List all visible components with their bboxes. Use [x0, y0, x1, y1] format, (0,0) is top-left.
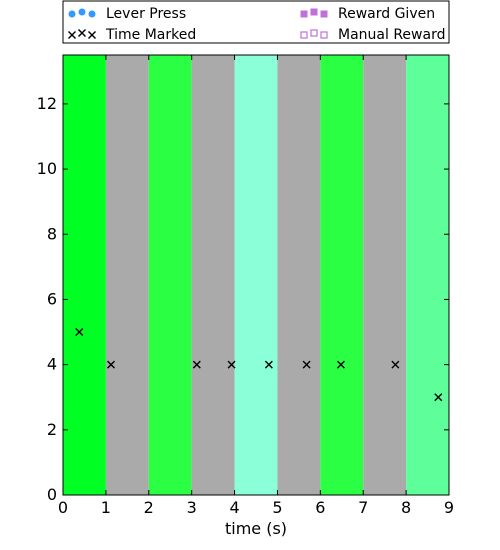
legend-marker-icon: [310, 29, 318, 37]
band-8: [406, 55, 449, 495]
x-tick-label: 8: [401, 498, 411, 517]
x-tick-label: 4: [229, 498, 239, 517]
legend-entry: Manual Reward: [300, 27, 445, 43]
point-x-3: [227, 360, 236, 369]
x-tick-label: 7: [358, 498, 368, 517]
point-x-0: [75, 328, 84, 337]
legend-box: [62, 0, 450, 44]
point-x-1: [107, 360, 116, 369]
point-x-7: [391, 360, 400, 369]
x-tick-label: 1: [101, 498, 111, 517]
legend-label: Time Marked: [105, 27, 196, 43]
legend-marker-icon: [310, 8, 318, 16]
x-tick-label: 6: [315, 498, 325, 517]
x-tick-label: 9: [444, 498, 454, 517]
legend: Lever Press Time Marked Reward Given Manual…: [62, 0, 450, 44]
x-tick-label: 5: [272, 498, 282, 517]
y-tick-label: 4: [47, 355, 57, 374]
band-0: [63, 55, 106, 495]
band-5: [277, 55, 321, 495]
point-x-5: [302, 360, 311, 369]
band-2: [148, 55, 192, 495]
y-tick-label: 0: [47, 485, 57, 504]
band-3: [191, 55, 235, 495]
data-markers: [75, 328, 443, 402]
band-6: [320, 55, 364, 495]
background-bands: [63, 55, 449, 495]
y-tick-label: 6: [47, 289, 57, 308]
band-4: [234, 55, 278, 495]
x-axis-label: time (s): [225, 519, 287, 538]
legend-entry: Reward Given: [300, 6, 435, 22]
point-x-6: [336, 360, 345, 369]
y-tick-label: 12: [37, 94, 57, 113]
legend-marker-icon: [68, 10, 76, 18]
legend-marker-icon: [320, 10, 328, 18]
x-tick-label: 3: [187, 498, 197, 517]
x-tick-label: 0: [58, 498, 68, 517]
y-tick-label: 8: [47, 224, 57, 243]
band-7: [363, 55, 407, 495]
legend-marker-icon: [300, 31, 308, 39]
legend-marker-icon: [88, 10, 96, 18]
y-tick-label: 2: [47, 420, 57, 439]
point-x-8: [434, 393, 443, 402]
point-x-2: [192, 360, 201, 369]
legend-marker-icon: [78, 8, 86, 16]
y-tick-label: 10: [37, 159, 57, 178]
plot-frame: [62, 54, 450, 496]
legend-entry: Lever Press: [68, 6, 186, 22]
x-tick-label: 2: [144, 498, 154, 517]
legend-label: Reward Given: [338, 6, 435, 22]
legend-marker-icon: [88, 31, 96, 39]
legend-label: Lever Press: [106, 6, 186, 22]
legend-marker-icon: [300, 10, 308, 18]
legend-marker-icon: [78, 29, 86, 37]
legend-label: Manual Reward: [338, 27, 445, 43]
legend-marker-icon: [320, 31, 328, 39]
point-x-4: [264, 360, 273, 369]
legend-marker-icon: [68, 31, 76, 39]
legend-entry: Time Marked: [68, 27, 196, 43]
band-1: [105, 55, 149, 495]
